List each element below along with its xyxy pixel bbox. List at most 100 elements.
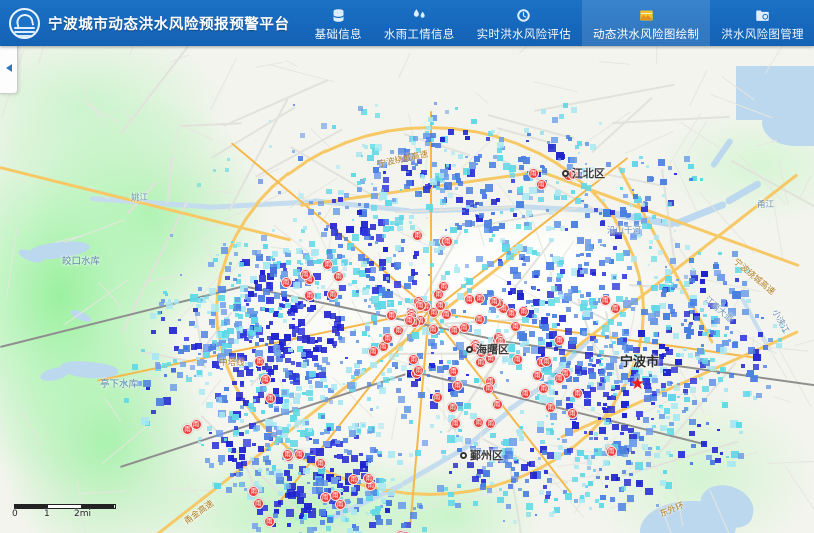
station-marker[interactable]: 雨 [599, 295, 611, 307]
station-marker[interactable]: 雨 [554, 334, 565, 346]
station-marker[interactable]: 雨 [408, 353, 420, 365]
station-marker[interactable]: 雨 [248, 486, 260, 498]
station-marker[interactable]: 雨 [491, 398, 503, 410]
station-marker[interactable]: 雨 [414, 300, 426, 312]
flood-cell [440, 431, 442, 434]
flood-cell [655, 446, 660, 451]
station-marker[interactable]: 雨 [572, 387, 584, 399]
station-marker[interactable]: 雨 [382, 332, 394, 344]
station-marker[interactable]: 雨 [264, 393, 276, 404]
station-marker[interactable]: 雨 [541, 355, 552, 367]
station-marker[interactable]: 雨 [506, 307, 517, 319]
flood-cell [615, 477, 620, 482]
station-marker[interactable]: 雨 [488, 296, 500, 308]
station-marker[interactable]: 雨 [474, 292, 486, 304]
station-marker[interactable]: 雨 [473, 313, 485, 325]
station-marker[interactable]: 雨 [483, 383, 495, 395]
flood-cell [582, 310, 590, 317]
station-marker[interactable]: 雨 [441, 236, 453, 248]
expand-left-panel-button[interactable] [0, 42, 18, 94]
station-marker[interactable]: 雨 [259, 374, 271, 386]
station-marker[interactable]: 雨 [322, 258, 334, 270]
station-marker[interactable]: 雨 [605, 445, 617, 457]
station-marker[interactable]: 雨 [263, 515, 275, 527]
station-marker[interactable]: 雨 [299, 269, 311, 281]
station-marker[interactable]: 雨 [473, 416, 485, 428]
flood-cell [396, 460, 403, 466]
station-marker[interactable]: 雨 [485, 418, 497, 430]
station-marker[interactable]: 雨 [519, 388, 531, 400]
station-marker[interactable]: 雨 [304, 289, 316, 301]
station-marker[interactable]: 雨 [566, 408, 578, 420]
station-marker[interactable]: 雨 [495, 342, 507, 354]
station-marker[interactable]: 雨 [254, 355, 266, 367]
station-marker[interactable]: 雨 [538, 383, 550, 395]
flood-cell [260, 386, 266, 393]
station-marker[interactable]: 雨 [315, 457, 326, 469]
station-marker[interactable]: 雨 [280, 277, 292, 289]
nav-item-2[interactable]: 水雨工情信息 [373, 0, 466, 46]
nav-item-3[interactable]: 实时洪水风险评估 [466, 0, 582, 46]
station-marker[interactable]: 雨 [609, 303, 621, 315]
flood-cell [289, 482, 297, 490]
station-marker[interactable]: 雨 [431, 392, 443, 404]
station-marker[interactable]: 雨 [412, 230, 424, 242]
station-marker[interactable]: 雨 [428, 306, 440, 318]
station-marker[interactable]: 雨 [553, 373, 565, 385]
flood-cell [226, 158, 230, 162]
flood-cell [212, 258, 218, 263]
station-marker[interactable]: 雨 [427, 324, 439, 336]
flood-cell [588, 381, 595, 388]
station-marker[interactable]: 雨 [545, 402, 557, 414]
station-marker[interactable]: 雨 [252, 498, 264, 510]
flood-cell [359, 421, 366, 428]
station-marker[interactable]: 雨 [413, 364, 425, 376]
station-marker[interactable]: 雨 [367, 345, 379, 357]
flood-cell [492, 226, 499, 231]
station-marker[interactable]: 雨 [531, 370, 543, 382]
station-marker[interactable]: 雨 [363, 473, 375, 485]
station-marker[interactable]: 雨 [449, 418, 461, 430]
station-marker[interactable]: 雨 [327, 289, 339, 301]
station-marker[interactable]: 雨 [535, 178, 547, 190]
flood-cell [319, 372, 326, 379]
station-marker[interactable]: 雨 [527, 167, 539, 179]
flood-cell [593, 448, 598, 452]
station-marker[interactable]: 雨 [282, 449, 294, 461]
station-marker[interactable]: 雨 [438, 280, 450, 292]
flood-cell [748, 347, 756, 355]
nav-item-5[interactable]: 洪水风险图管理 [710, 0, 814, 46]
flood-cell [728, 373, 734, 379]
station-marker[interactable]: 雨 [447, 365, 459, 377]
station-marker[interactable]: 雨 [518, 306, 530, 318]
station-marker[interactable]: 雨 [329, 490, 341, 502]
station-marker[interactable]: 雨 [511, 353, 523, 365]
station-marker[interactable]: 雨 [333, 271, 345, 283]
station-marker[interactable]: 雨 [433, 289, 445, 300]
flood-cell [622, 389, 629, 396]
station-marker[interactable]: 雨 [348, 474, 360, 486]
map-canvas[interactable]: 雨雨雨雨雨雨雨雨雨雨雨雨雨雨雨雨雨雨雨雨雨雨雨雨雨雨雨雨雨雨雨雨雨雨雨雨雨雨雨雨… [0, 46, 814, 533]
station-marker[interactable]: 雨 [393, 325, 405, 337]
station-marker[interactable]: 雨 [452, 379, 463, 391]
flood-cell [671, 367, 679, 374]
station-marker[interactable]: 雨 [182, 424, 193, 435]
station-marker[interactable]: 雨 [293, 449, 305, 461]
flood-cell [363, 468, 366, 471]
station-marker[interactable]: 雨 [434, 300, 446, 312]
station-marker[interactable]: 雨 [448, 324, 460, 336]
station-marker[interactable]: 雨 [447, 401, 459, 413]
flood-cell [640, 205, 648, 212]
station-marker[interactable]: 雨 [510, 320, 521, 332]
nav-item-1[interactable]: 基础信息 [304, 0, 373, 46]
station-marker[interactable]: 雨 [475, 356, 487, 368]
nav-item-4[interactable]: 动态洪水风险图绘制 [582, 0, 711, 46]
flood-cell [489, 237, 494, 242]
station-marker[interactable]: 雨 [403, 314, 415, 326]
station-marker[interactable]: 雨 [386, 310, 398, 321]
flood-cell [736, 421, 742, 428]
station-marker[interactable]: 雨 [334, 498, 346, 510]
flood-cell [314, 363, 320, 367]
flood-cell [323, 311, 331, 319]
station-marker[interactable]: 雨 [440, 309, 452, 321]
